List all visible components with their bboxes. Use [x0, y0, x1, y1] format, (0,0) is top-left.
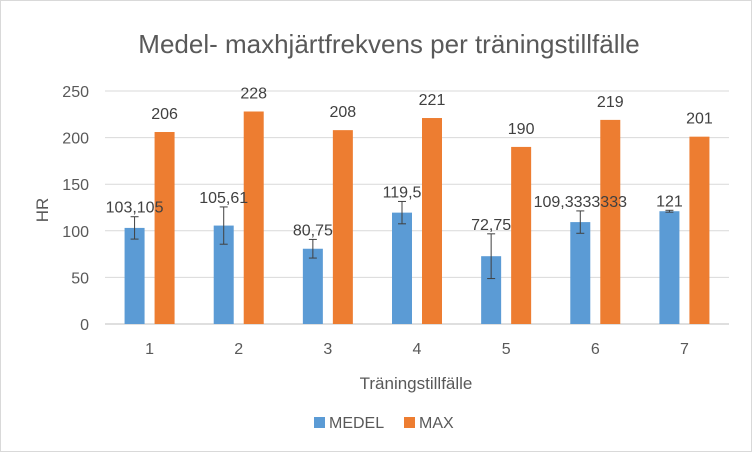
bar-max [243, 111, 264, 324]
bar-medel [570, 222, 591, 324]
y-axis-title: HR [33, 198, 52, 223]
chart-title: Medel- maxhjärtfrekvens per träningstill… [138, 29, 639, 59]
y-tick-label: 0 [80, 317, 89, 334]
bar-medel [213, 225, 234, 324]
data-label-medel: 80,75 [293, 222, 333, 239]
x-axis-ticks: 1 2 3 4 5 6 7 [145, 341, 689, 358]
x-tick-label: 2 [234, 341, 243, 358]
y-tick-label: 50 [71, 270, 89, 287]
bar-medel [124, 227, 145, 324]
bar-max [154, 132, 175, 324]
x-tick-label: 4 [413, 341, 422, 358]
bar-max [689, 136, 710, 324]
data-label-medel: 105,61 [199, 190, 248, 207]
bar-max [332, 130, 353, 324]
bar-max [422, 118, 442, 324]
data-label-max: 228 [240, 86, 267, 103]
bar-medel [302, 248, 323, 324]
bar-max [511, 146, 532, 324]
data-label-medel: 103,105 [106, 200, 164, 217]
y-tick-label: 100 [62, 224, 89, 241]
data-label-max: 208 [330, 104, 357, 121]
data-label-max: 206 [151, 106, 178, 123]
data-label-max: 221 [419, 92, 446, 109]
y-tick-label: 200 [62, 131, 89, 148]
x-tick-label: 3 [323, 341, 332, 358]
gridlines [105, 90, 729, 325]
y-tick-label: 150 [62, 177, 89, 194]
data-label-medel: 121 [656, 193, 683, 210]
bar-medel [481, 256, 502, 324]
x-axis-title: Träningstillfälle [360, 374, 473, 393]
bar-medel [659, 211, 680, 324]
data-label-medel: 72,75 [471, 217, 511, 234]
data-label-max: 219 [597, 94, 624, 111]
bar-medel [392, 212, 412, 324]
data-label-medel: 109,3333333 [534, 194, 628, 211]
bar-max [600, 119, 621, 324]
y-axis-ticks: 0 50 100 150 200 250 [62, 84, 89, 334]
legend-swatch [404, 417, 415, 428]
y-tick-label: 250 [62, 84, 89, 101]
x-tick-label: 5 [502, 341, 511, 358]
legend-label: MAX [419, 415, 454, 432]
data-label-max: 201 [686, 111, 713, 128]
bars [124, 111, 710, 324]
legend-swatch [314, 417, 325, 428]
data-label-medel: 119,5 [383, 184, 422, 201]
legend-label: MEDEL [329, 415, 384, 432]
x-tick-label: 6 [591, 341, 600, 358]
x-tick-label: 7 [680, 341, 689, 358]
data-label-max: 190 [508, 121, 535, 138]
x-tick-label: 1 [145, 341, 154, 358]
error-bars [130, 200, 674, 280]
data-labels: 103,105 206 105,61 228 80,75 208 119,5 221 72,75… [106, 86, 713, 240]
legend: MEDEL MAX [314, 415, 454, 432]
